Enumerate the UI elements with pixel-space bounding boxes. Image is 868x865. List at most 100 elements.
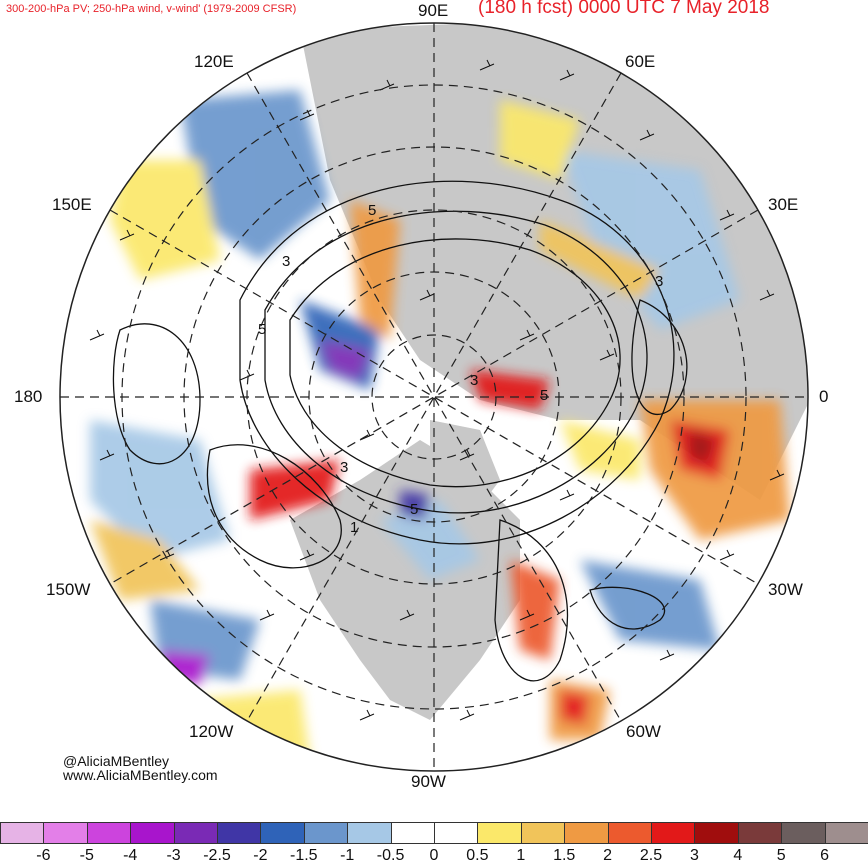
wind-barb <box>769 469 785 481</box>
meridian-30e-150w <box>109 209 759 585</box>
colorbar-swatch <box>564 822 609 844</box>
contour-label: 3 <box>340 459 348 476</box>
wind-barb <box>519 609 535 621</box>
colorbar-swatch <box>303 822 349 844</box>
pv-shade-blue <box>90 420 230 560</box>
contour-label: 5 <box>258 321 266 338</box>
colorbar-tick-label: -1.5 <box>290 847 318 864</box>
colorbar-tick-label: -2.5 <box>203 847 231 864</box>
colorbar-swatch <box>43 822 88 844</box>
lon-label-90w: 90W <box>411 772 446 791</box>
colorbar-tick-label: -0.5 <box>376 847 405 864</box>
pv-contours <box>112 180 688 682</box>
credit-website: www.AliciaMBentley.com <box>63 767 218 783</box>
lon-label-150w: 150W <box>46 580 91 599</box>
lon-label-90e: 90E <box>418 1 449 20</box>
wind-barb <box>719 549 735 561</box>
colorbar-tick-label: 4 <box>733 847 743 864</box>
wind-barb <box>359 709 375 721</box>
wind-barb <box>299 549 315 561</box>
pv-contour <box>631 299 688 416</box>
wind-barb <box>479 59 495 71</box>
contour-label-group: 5 3 5 3 5 3 3 1 5 <box>258 202 663 536</box>
wind-barb <box>519 329 535 341</box>
contour-label: 5 <box>410 501 418 518</box>
contour-label: 3 <box>470 372 478 389</box>
lon-label-150e: 150E <box>52 195 92 214</box>
map-border <box>59 22 809 772</box>
colorbar-tick-label: -3 <box>166 847 181 864</box>
colorbar-swatch <box>390 822 435 844</box>
lon-label-60e: 60E <box>625 52 656 71</box>
wind-barb <box>459 449 475 461</box>
lon-label-0: 0 <box>819 387 829 406</box>
pv-shading <box>90 90 790 760</box>
wind-barb <box>639 129 655 141</box>
colorbar-tick-label: 0.5 <box>466 847 489 864</box>
pv-shade-darkred <box>690 430 715 465</box>
wind-barb <box>759 289 775 301</box>
meridian-60e-120w <box>246 72 622 722</box>
lon-label-30w: 30W <box>768 580 803 599</box>
colorbar-swatch <box>260 822 305 844</box>
graticule <box>60 23 808 771</box>
colorbar-swatch <box>0 822 45 844</box>
product-title: 300-200-hPa PV; 250-hPa wind, v-wind' (1… <box>6 3 297 15</box>
colorbar-tick-label: -4 <box>123 847 138 864</box>
colorbar-tick-labels: -6 -5 -4 -3 -2.5 -2 -1.5 -1 -0.5 0 0.5 1 1.5 2 2.5 3 4 5 6 <box>0 847 868 865</box>
pv-shade-red <box>470 370 550 410</box>
colorbar-swatch <box>477 822 522 844</box>
colorbar-tick-label: 6 <box>820 847 830 864</box>
land-masses <box>290 23 808 720</box>
colorbar-swatch <box>781 822 826 844</box>
wind-barb <box>259 609 275 621</box>
wind-barb <box>419 289 435 301</box>
greenland-land <box>430 420 500 520</box>
contour-label: 3 <box>655 273 663 290</box>
lon-label-30e: 30E <box>768 195 799 214</box>
contour-label: 5 <box>540 387 548 404</box>
pv-shade-blue <box>180 90 330 260</box>
wind-barb <box>559 749 575 761</box>
colorbar-swatch <box>737 822 783 844</box>
wind-barb <box>559 489 575 501</box>
wind-barb <box>719 209 735 221</box>
forecast-title: (180 h fcst) 0000 UTC 7 May 2018 <box>478 0 770 18</box>
colorbar-tick-label: 2 <box>603 847 613 864</box>
contour-label: 1 <box>350 519 358 536</box>
pv-contour <box>589 586 666 630</box>
lon-label-120w: 120W <box>189 722 234 741</box>
wind-barb <box>239 369 255 381</box>
wind-barb <box>299 109 315 121</box>
colorbar-swatch <box>347 822 392 844</box>
pv-shade-orange <box>350 200 400 340</box>
pv-shade-yellow <box>540 220 660 300</box>
colorbar-tick-label: -6 <box>36 847 51 864</box>
colorbar-swatch <box>520 822 566 844</box>
pv-contour <box>112 323 201 465</box>
polar-map: 5 3 5 3 5 3 3 1 5 <box>59 22 809 772</box>
wind-barb <box>559 69 575 81</box>
colorbar-tick-label: 3 <box>689 847 699 864</box>
pv-contour <box>206 444 342 569</box>
contour-label: 5 <box>368 202 376 219</box>
pv-shade-red <box>250 460 340 520</box>
wind-barb <box>149 109 165 121</box>
wind-barb <box>659 649 675 661</box>
colorbar-swatch <box>173 822 218 844</box>
colorbar-tick-label: 1.5 <box>553 847 576 864</box>
colorbar-swatch <box>130 822 175 844</box>
meridian-120e-60w <box>246 72 622 722</box>
pv-shade-purple <box>400 490 430 520</box>
pv-contour <box>264 210 648 514</box>
pv-contour <box>289 238 621 488</box>
wind-barb <box>599 349 615 361</box>
pv-contour <box>494 519 568 682</box>
colorbar-swatch <box>824 822 868 844</box>
colorbar-tick-label: 5 <box>776 847 786 864</box>
wind-barb <box>399 609 415 621</box>
pv-shade-yellow <box>110 160 220 280</box>
colorbar-tick-label: 1 <box>516 847 526 864</box>
colorbar-swatch <box>217 822 262 844</box>
colorbar <box>0 822 868 844</box>
